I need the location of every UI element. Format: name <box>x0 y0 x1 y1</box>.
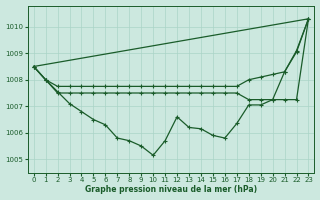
X-axis label: Graphe pression niveau de la mer (hPa): Graphe pression niveau de la mer (hPa) <box>85 185 257 194</box>
